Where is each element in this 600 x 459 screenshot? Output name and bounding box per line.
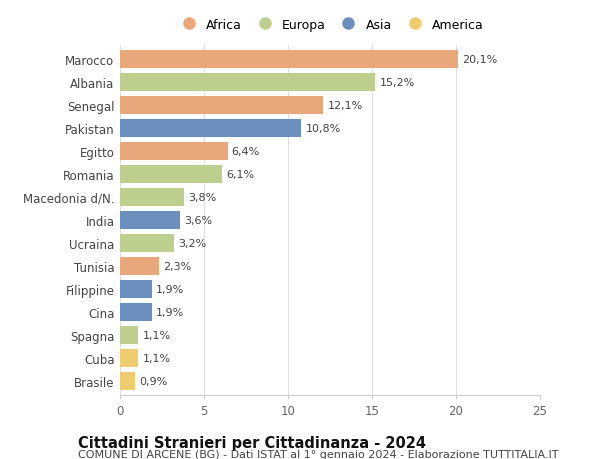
Text: 6,4%: 6,4% bbox=[232, 146, 260, 157]
Text: 1,1%: 1,1% bbox=[143, 330, 171, 340]
Bar bbox=[120, 143, 227, 161]
Bar bbox=[120, 188, 184, 207]
Bar bbox=[120, 303, 152, 321]
Text: 6,1%: 6,1% bbox=[227, 169, 255, 179]
Text: 20,1%: 20,1% bbox=[462, 55, 497, 65]
Text: 3,6%: 3,6% bbox=[185, 215, 213, 225]
Text: COMUNE DI ARCENE (BG) - Dati ISTAT al 1° gennaio 2024 - Elaborazione TUTTITALIA.: COMUNE DI ARCENE (BG) - Dati ISTAT al 1°… bbox=[78, 449, 559, 459]
Text: 1,9%: 1,9% bbox=[156, 284, 184, 294]
Text: 1,1%: 1,1% bbox=[143, 353, 171, 363]
Text: Cittadini Stranieri per Cittadinanza - 2024: Cittadini Stranieri per Cittadinanza - 2… bbox=[78, 435, 426, 450]
Bar bbox=[120, 166, 223, 184]
Bar bbox=[120, 349, 139, 367]
Bar bbox=[120, 96, 323, 114]
Bar bbox=[120, 120, 301, 138]
Text: 2,3%: 2,3% bbox=[163, 261, 191, 271]
Bar bbox=[120, 280, 152, 298]
Bar bbox=[120, 51, 458, 69]
Bar bbox=[120, 74, 376, 92]
Text: 12,1%: 12,1% bbox=[328, 101, 363, 111]
Bar bbox=[120, 326, 139, 344]
Legend: Africa, Europa, Asia, America: Africa, Europa, Asia, America bbox=[171, 14, 489, 37]
Bar bbox=[120, 257, 158, 275]
Text: 3,8%: 3,8% bbox=[188, 192, 216, 202]
Text: 10,8%: 10,8% bbox=[305, 123, 341, 134]
Bar bbox=[120, 234, 174, 252]
Text: 1,9%: 1,9% bbox=[156, 307, 184, 317]
Text: 0,9%: 0,9% bbox=[139, 376, 167, 386]
Text: 15,2%: 15,2% bbox=[380, 78, 415, 88]
Text: 3,2%: 3,2% bbox=[178, 238, 206, 248]
Bar bbox=[120, 211, 181, 229]
Bar bbox=[120, 372, 135, 390]
